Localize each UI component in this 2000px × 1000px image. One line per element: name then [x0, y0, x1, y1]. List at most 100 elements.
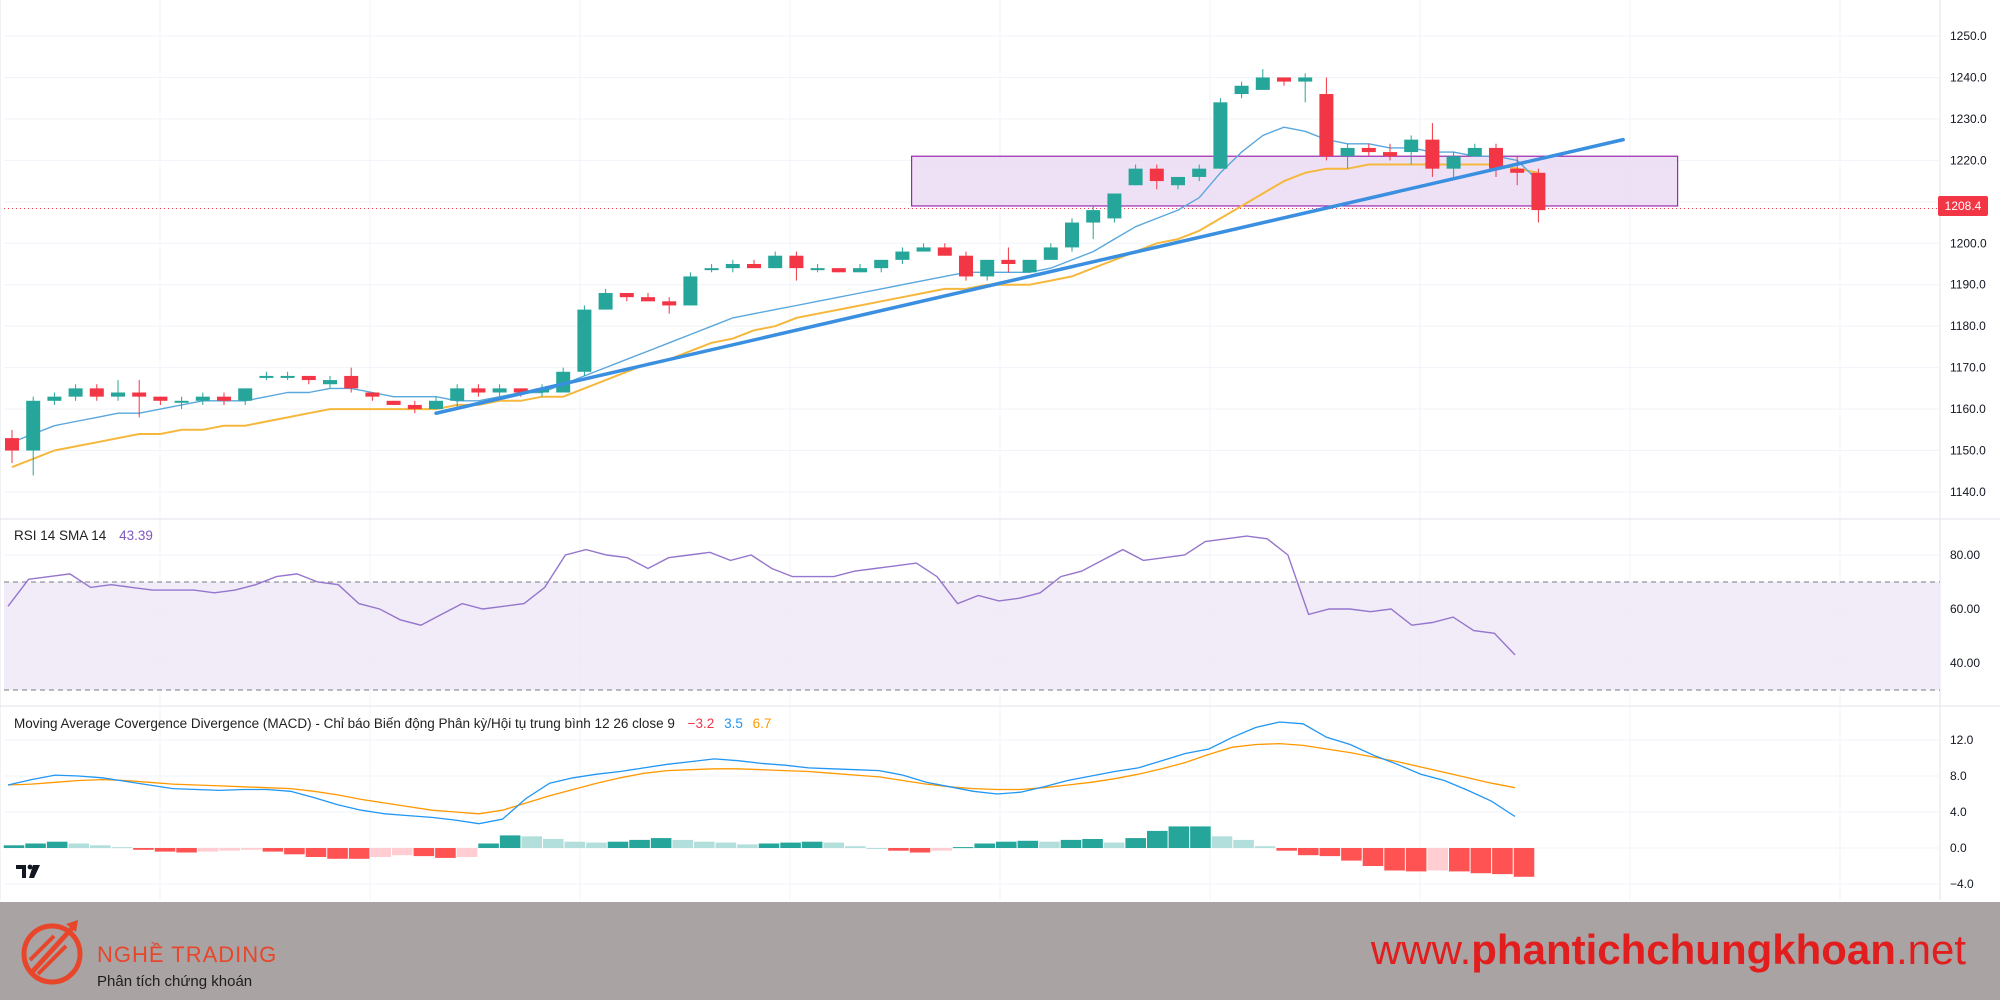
- candle-body: [1383, 152, 1397, 157]
- footer-banner: [0, 902, 2000, 1000]
- url-suffix: .net: [1895, 926, 1966, 973]
- candle-body: [238, 388, 253, 401]
- macd-histogram-bar: [737, 844, 758, 848]
- macd-histogram-bar: [974, 843, 995, 848]
- price-tick-label: 1230.0: [1950, 112, 1987, 126]
- candle-body: [111, 392, 125, 397]
- macd-histogram-bar: [392, 848, 413, 856]
- macd-histogram-bar: [629, 839, 650, 848]
- url-prefix: www.: [1370, 926, 1472, 973]
- candle-body: [1489, 147, 1503, 169]
- candle-body: [1298, 77, 1313, 82]
- macd-histogram-bar: [262, 848, 284, 852]
- candle-body: [1149, 168, 1164, 182]
- macd-histogram-bar: [176, 848, 197, 853]
- ma-fast-line: [11, 126, 1539, 443]
- candle-body: [704, 268, 719, 271]
- rsi-tick-label: 40.00: [1950, 656, 1980, 670]
- candle-body: [980, 259, 995, 277]
- macd-legend: Moving Average Covergence Divergence (MA…: [14, 716, 771, 731]
- macd-signal-line: [7, 742, 1516, 815]
- candle-body: [1255, 77, 1270, 90]
- macd-histogram-bar: [478, 843, 499, 848]
- macd-histogram-bar: [1039, 841, 1060, 848]
- candle-body: [1192, 168, 1207, 177]
- candle-body: [1001, 259, 1016, 264]
- candle-body: [1086, 210, 1101, 223]
- candle-body: [153, 396, 168, 401]
- candle-body: [386, 400, 401, 405]
- candle-body: [1361, 147, 1376, 153]
- candle-body: [874, 259, 889, 269]
- macd-histogram-bar: [1298, 848, 1319, 856]
- price-tick-label: 1190.0: [1950, 278, 1986, 292]
- website-url[interactable]: www.phantichchungkhoan.net: [1371, 926, 1966, 974]
- candle-body: [831, 268, 846, 273]
- macd-histogram-bar: [1384, 848, 1405, 871]
- macd-histogram-bar: [780, 842, 801, 848]
- candle-body: [450, 388, 465, 401]
- macd-histogram-bar: [1362, 848, 1384, 866]
- macd-histogram-bar: [672, 839, 693, 848]
- macd-histogram-bar: [952, 847, 974, 849]
- candle-body: [577, 309, 592, 372]
- macd-line: [7, 721, 1516, 825]
- macd-histogram-bar: [1233, 839, 1254, 848]
- macd-histogram-bar: [1319, 848, 1341, 857]
- candle-body: [810, 268, 825, 271]
- macd-histogram-bar: [1168, 826, 1190, 848]
- macd-histogram-bar: [866, 848, 888, 849]
- candle-body: [916, 247, 931, 252]
- last-price-badge: 1208.4: [1938, 196, 1988, 216]
- macd-histogram-bar: [1449, 848, 1470, 872]
- macd-histogram-bar: [931, 848, 952, 851]
- candle-body: [68, 388, 83, 397]
- macd-histogram-bar: [197, 848, 219, 852]
- chart-canvas[interactable]: 1250.01240.01230.01220.01210.01200.01190…: [0, 0, 2000, 902]
- candle-body: [853, 268, 867, 273]
- tradingview-logo-icon[interactable]: [14, 860, 42, 882]
- macd-histogram-bar: [1254, 846, 1276, 848]
- url-main: phantichchungkhoan: [1471, 926, 1896, 973]
- rsi-pane[interactable]: [4, 535, 1940, 691]
- macd-tick-label: −4.0: [1950, 877, 1974, 891]
- macd-histogram-bar: [801, 841, 823, 848]
- price-tick-label: 1240.0: [1950, 70, 1987, 84]
- macd-histogram-bar: [25, 843, 46, 848]
- macd-histogram-bar: [1492, 848, 1513, 875]
- macd-histogram-bar: [888, 848, 909, 851]
- candle-body: [132, 392, 147, 397]
- candle-body: [789, 255, 804, 269]
- macd-histogram-bar: [607, 841, 629, 848]
- candle-body: [407, 404, 422, 410]
- candle-body: [5, 438, 19, 451]
- macd-histogram-bar: [370, 848, 391, 857]
- candle-body: [1446, 156, 1461, 169]
- macd-histogram-bar: [845, 846, 866, 848]
- candle-body: [1319, 94, 1334, 157]
- macd-histogram-bar: [1060, 839, 1082, 848]
- macd-histogram-bar: [1147, 830, 1168, 848]
- macd-pane[interactable]: [3, 721, 1535, 877]
- macd-histogram-bar: [413, 848, 435, 857]
- price-pane[interactable]: [4, 69, 1940, 476]
- brand-logo-icon: [21, 920, 83, 985]
- macd-histogram-bar: [1017, 840, 1039, 848]
- brand-tagline: Phân tích chứng khoán: [97, 973, 253, 990]
- macd-histogram-bar: [305, 848, 327, 857]
- candle-body: [1022, 259, 1037, 273]
- macd-histogram-bar: [715, 842, 737, 848]
- candle-body: [47, 396, 62, 401]
- candle-body: [365, 392, 380, 397]
- macd-histogram-bar: [694, 841, 715, 848]
- candle-body: [195, 396, 210, 401]
- macd-legend-title: Moving Average Covergence Divergence (MA…: [14, 716, 675, 731]
- price-tick-label: 1140.0: [1950, 485, 1986, 499]
- candle-body: [1277, 77, 1291, 82]
- macd-histogram-bar: [1341, 848, 1362, 861]
- macd-histogram-bar: [1211, 836, 1233, 848]
- macd-histogram-bar: [1082, 839, 1103, 848]
- candle-body: [1234, 85, 1249, 95]
- price-axis[interactable]: 1250.01240.01230.01220.01210.01200.01190…: [1950, 29, 1987, 891]
- candle-body: [747, 264, 761, 269]
